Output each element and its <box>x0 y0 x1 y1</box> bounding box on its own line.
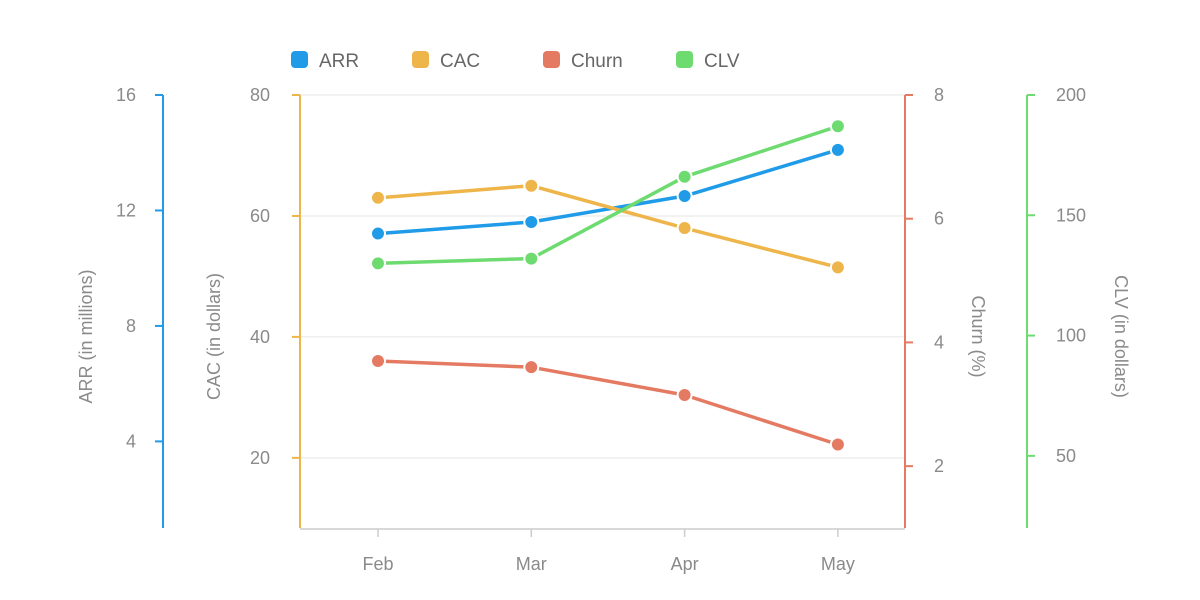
arr-tick-label: 12 <box>116 200 136 220</box>
x-tick-label: Apr <box>671 554 699 574</box>
churn-data-point <box>370 352 386 369</box>
x-tick-label: Feb <box>362 554 393 574</box>
arr-data-point <box>676 188 693 205</box>
clv-data-point <box>523 250 540 267</box>
clv-tick-label: 50 <box>1056 446 1076 466</box>
clv-axis-title: CLV (in dollars) <box>1111 275 1131 398</box>
churn-tick-label: 4 <box>934 332 944 352</box>
churn-data-point <box>523 359 540 376</box>
cac-tick-label: 40 <box>250 327 270 347</box>
churn-legend-label: Churn <box>571 51 623 72</box>
cac-tick-label: 80 <box>250 85 270 105</box>
churn-tick-label: 6 <box>934 209 944 229</box>
churn-axis-title: Churn (%) <box>968 295 988 377</box>
arr-legend-swatch <box>291 51 308 68</box>
cac-data-point <box>829 259 846 276</box>
arr-data-point <box>829 141 846 158</box>
arr-series-line <box>376 148 840 236</box>
churn-data-point <box>829 436 846 453</box>
clv-legend-label: CLV <box>704 51 740 72</box>
cac-data-point <box>676 220 693 237</box>
cac-axis-title: CAC (in dollars) <box>204 273 224 400</box>
churn-tick-label: 8 <box>934 85 944 105</box>
clv-tick-label: 150 <box>1056 205 1086 225</box>
cac-data-point <box>523 177 540 194</box>
x-tick-label: Mar <box>516 554 547 574</box>
churn-tick-label: 2 <box>934 456 944 476</box>
cac-data-point <box>370 189 386 206</box>
arr-tick-label: 4 <box>126 431 136 451</box>
arr-data-point <box>370 225 386 242</box>
clv-data-point <box>829 118 846 135</box>
arr-legend-label: ARR <box>319 51 359 72</box>
arr-tick-label: 16 <box>116 85 136 105</box>
churn-series-line <box>376 359 840 447</box>
arr-data-point <box>523 214 540 231</box>
clv-tick-label: 200 <box>1056 85 1086 105</box>
cac-series-line <box>376 183 840 270</box>
cac-tick-label: 60 <box>250 206 270 226</box>
arr-tick-label: 8 <box>126 316 136 336</box>
cac-legend-label: CAC <box>440 51 480 72</box>
churn-data-point <box>676 387 693 404</box>
churn-legend-swatch <box>543 51 560 68</box>
x-tick-label: May <box>821 554 855 574</box>
clv-data-point <box>676 168 693 185</box>
clv-legend-swatch <box>676 51 693 68</box>
cac-legend-swatch <box>412 51 429 68</box>
cac-tick-label: 20 <box>250 448 270 468</box>
clv-data-point <box>370 255 386 272</box>
clv-series-line <box>376 124 840 266</box>
arr-axis-title: ARR (in millions) <box>76 269 96 403</box>
clv-tick-label: 100 <box>1056 326 1086 346</box>
